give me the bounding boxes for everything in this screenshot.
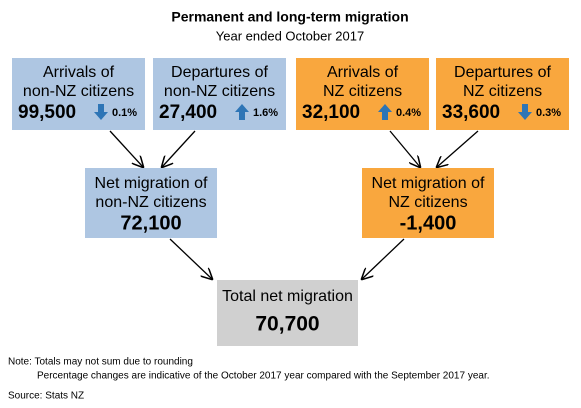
note: Note: Totals may not sum due to rounding [8, 357, 193, 368]
change-value: 1.6% [253, 107, 278, 119]
box-value: 27,400 [159, 102, 217, 123]
connector [362, 238, 405, 279]
box-label: Net migration of [95, 175, 208, 192]
box-value: 70,700 [255, 313, 319, 336]
change-icon [378, 104, 392, 120]
subtitle: Year ended October 2017 [216, 28, 364, 43]
connector [437, 130, 479, 167]
title: Permanent and long-term migration [171, 9, 408, 25]
box-label: NZ citizens [388, 194, 467, 211]
box-label: Total net migration [222, 288, 353, 305]
connector [109, 130, 143, 167]
connectors [109, 130, 479, 279]
change-value: 0.3% [536, 107, 561, 119]
source-box [153, 58, 286, 130]
net-box [362, 168, 494, 238]
change-value: 0.1% [112, 107, 137, 119]
source: Source: Stats NZ [8, 391, 84, 402]
connector [389, 130, 420, 167]
box-label: non-NZ citizens [164, 83, 275, 100]
box-value: 72,100 [120, 212, 181, 234]
box-label: NZ citizens [463, 83, 542, 100]
box-label: Net migration of [372, 175, 485, 192]
source-box [296, 58, 429, 130]
box-value: 99,500 [18, 102, 76, 123]
box-label: non-NZ citizens [95, 194, 206, 211]
box-value: 32,100 [302, 102, 360, 123]
total-box [217, 280, 358, 346]
change-icon [235, 104, 249, 120]
box-label: Departures of [171, 64, 268, 81]
box-label: Arrivals of [43, 64, 115, 81]
box-label: Departures of [454, 64, 551, 81]
note: Percentage changes are indicative of the… [37, 371, 490, 382]
change-icon [94, 104, 108, 120]
change-icon [518, 104, 532, 120]
net-box [85, 168, 217, 238]
connector [169, 238, 212, 279]
change-value: 0.4% [396, 107, 421, 119]
box-value: -1,400 [400, 212, 457, 234]
box-label: Arrivals of [327, 64, 399, 81]
source-box [12, 58, 145, 130]
connector [162, 130, 196, 167]
box-label: non-NZ citizens [23, 83, 134, 100]
source-box [436, 58, 569, 130]
box-value: 33,600 [442, 102, 500, 123]
box-label: NZ citizens [323, 83, 402, 100]
